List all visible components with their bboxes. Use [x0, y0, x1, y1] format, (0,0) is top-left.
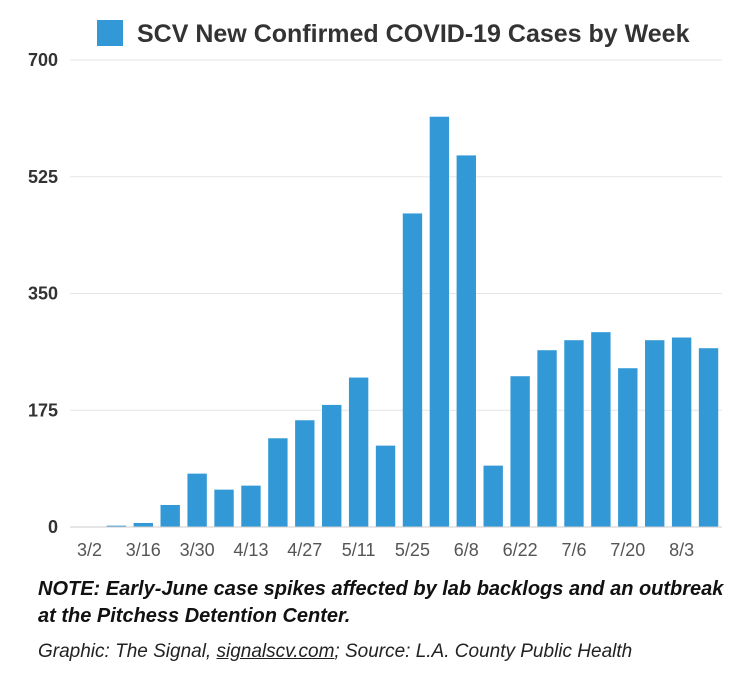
y-tick-label: 175	[28, 400, 58, 420]
y-tick-label: 525	[28, 167, 58, 187]
x-tick-label: 5/11	[342, 540, 376, 560]
y-tick-label: 700	[28, 50, 58, 70]
bar-6-29	[537, 350, 557, 527]
bar-3-23	[160, 504, 180, 527]
credit-suffix: ; Source: L.A. County Public Health	[334, 641, 633, 662]
bar-5-25	[402, 213, 423, 527]
x-tick-label: 5/25	[395, 540, 430, 560]
y-axis-ticks: 0 175 350 525 700	[28, 50, 58, 537]
credit-prefix: Graphic: The Signal,	[38, 641, 217, 662]
legend: SCV New Confirmed COVID-19 Cases by Week	[97, 20, 690, 48]
x-axis-ticks: 3/2 3/16 3/30 4/13 4/27 5/11 5/25 6/8 6/22 7/6 7/2…	[77, 540, 694, 560]
x-tick-label: 6/22	[503, 540, 538, 560]
credit-link[interactable]: signalscv.com	[216, 641, 335, 662]
bar-7-6	[564, 340, 584, 527]
legend-label: SCV New Confirmed COVID-19 Cases by Week	[137, 20, 690, 48]
bar-3-30	[187, 473, 207, 527]
bar-5-4	[322, 404, 342, 527]
bar-3-9	[106, 525, 127, 527]
y-tick-label: 0	[48, 517, 58, 537]
x-tick-label: 8/3	[669, 540, 694, 560]
x-tick-label: 7/6	[561, 540, 586, 560]
gridlines	[70, 59, 722, 411]
bar-6-22	[510, 376, 530, 527]
bar-4-6	[214, 489, 234, 527]
bar-7-27	[645, 340, 665, 527]
bar-5-11	[348, 377, 369, 527]
bar-7-20	[618, 368, 638, 527]
chart-credit: Graphic: The Signal, signalscv.com; Sour…	[38, 641, 748, 663]
bar-7-13	[591, 332, 611, 527]
bar-4-27	[295, 420, 315, 527]
x-tick-label: 3/16	[126, 540, 161, 560]
bar-6-15	[483, 465, 503, 527]
x-tick-label: 6/8	[454, 540, 479, 560]
x-tick-label: 7/20	[610, 540, 645, 560]
chart-note: NOTE: Early-June case spikes affected by…	[38, 578, 724, 627]
bar-6-1	[429, 116, 450, 528]
bar-4-13	[241, 485, 261, 527]
x-tick-label: 4/13	[233, 540, 268, 560]
x-tick-label: 3/30	[180, 540, 215, 560]
bar-4-20	[268, 438, 288, 527]
bar-8-3	[671, 337, 692, 527]
legend-swatch	[97, 20, 123, 46]
bar-3-16	[133, 523, 153, 527]
x-tick-label: 4/27	[287, 540, 322, 560]
bar-6-8	[456, 155, 476, 527]
bar-5-18	[375, 445, 396, 527]
bar-8-10	[698, 348, 719, 527]
y-tick-label: 350	[28, 284, 58, 304]
x-tick-label: 3/2	[77, 540, 102, 560]
bar-chart: SCV New Confirmed COVID-19 Cases by Week…	[28, 20, 722, 560]
bars	[106, 116, 719, 528]
